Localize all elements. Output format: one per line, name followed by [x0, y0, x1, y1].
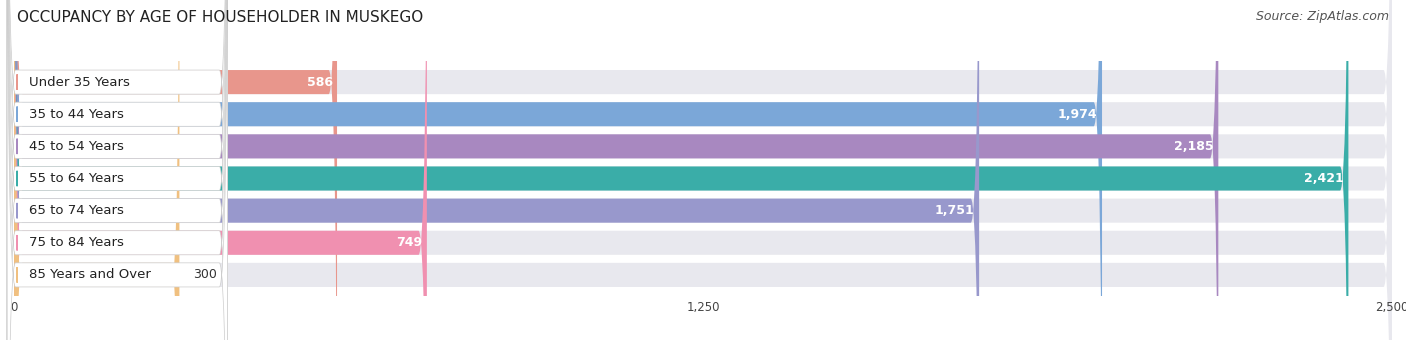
Text: Under 35 Years: Under 35 Years: [30, 75, 131, 89]
FancyBboxPatch shape: [14, 0, 1102, 340]
FancyBboxPatch shape: [7, 0, 228, 340]
Text: 35 to 44 Years: 35 to 44 Years: [30, 108, 124, 121]
FancyBboxPatch shape: [7, 0, 1392, 340]
FancyBboxPatch shape: [14, 0, 180, 340]
FancyBboxPatch shape: [14, 0, 1348, 340]
Text: 45 to 54 Years: 45 to 54 Years: [30, 140, 124, 153]
Text: 586: 586: [307, 75, 333, 89]
FancyBboxPatch shape: [7, 0, 1392, 340]
FancyBboxPatch shape: [7, 0, 228, 340]
Text: 55 to 64 Years: 55 to 64 Years: [30, 172, 124, 185]
FancyBboxPatch shape: [7, 0, 1392, 340]
FancyBboxPatch shape: [14, 0, 337, 340]
Text: 75 to 84 Years: 75 to 84 Years: [30, 236, 124, 249]
FancyBboxPatch shape: [14, 0, 427, 340]
FancyBboxPatch shape: [7, 0, 228, 340]
Text: 300: 300: [193, 268, 217, 282]
FancyBboxPatch shape: [7, 0, 1392, 340]
FancyBboxPatch shape: [7, 0, 1392, 340]
FancyBboxPatch shape: [7, 0, 1392, 340]
FancyBboxPatch shape: [7, 0, 228, 340]
Text: 1,751: 1,751: [935, 204, 974, 217]
Text: 749: 749: [396, 236, 422, 249]
Text: 1,974: 1,974: [1057, 108, 1098, 121]
Text: OCCUPANCY BY AGE OF HOUSEHOLDER IN MUSKEGO: OCCUPANCY BY AGE OF HOUSEHOLDER IN MUSKE…: [17, 10, 423, 25]
FancyBboxPatch shape: [14, 0, 979, 340]
Text: 65 to 74 Years: 65 to 74 Years: [30, 204, 124, 217]
FancyBboxPatch shape: [7, 0, 1392, 340]
Text: 2,185: 2,185: [1174, 140, 1213, 153]
FancyBboxPatch shape: [7, 0, 228, 340]
FancyBboxPatch shape: [14, 0, 1219, 340]
Text: 85 Years and Over: 85 Years and Over: [30, 268, 150, 282]
Text: 2,421: 2,421: [1305, 172, 1344, 185]
Text: Source: ZipAtlas.com: Source: ZipAtlas.com: [1256, 10, 1389, 23]
FancyBboxPatch shape: [7, 0, 228, 340]
FancyBboxPatch shape: [7, 0, 228, 340]
